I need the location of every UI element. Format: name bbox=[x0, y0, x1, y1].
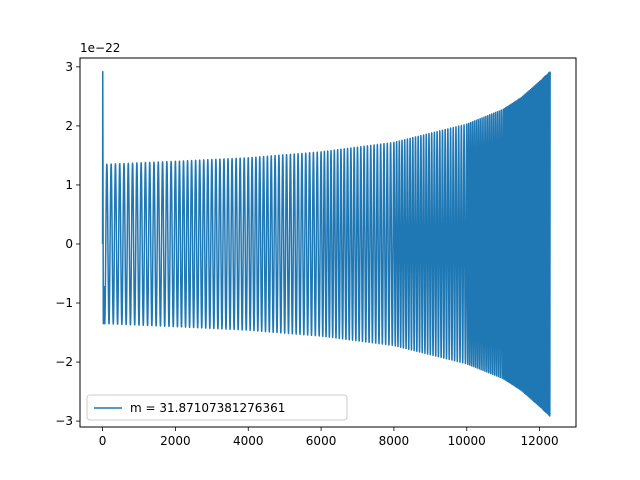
y-tick-label: 3 bbox=[65, 60, 73, 74]
plot-area bbox=[101, 70, 551, 417]
y-tick-label: 2 bbox=[65, 119, 73, 133]
y-tick-label: −3 bbox=[55, 414, 73, 428]
y-offset-label: 1e−22 bbox=[80, 41, 120, 55]
x-tick-label: 4000 bbox=[233, 434, 264, 448]
legend: m = 31.87107381276361 bbox=[86, 394, 348, 421]
series-line bbox=[101, 70, 551, 417]
x-tick-label: 2000 bbox=[160, 434, 191, 448]
axis-ticks: 0 2000 4000 6000 8000 10000 12000 −3 −2 −1 0 1 2 3 bbox=[55, 60, 558, 448]
x-tick-label: 0 bbox=[99, 434, 107, 448]
x-tick-label: 8000 bbox=[379, 434, 410, 448]
x-tick-label: 6000 bbox=[306, 434, 337, 448]
x-tick-label: 10000 bbox=[448, 434, 486, 448]
legend-label: m = 31.87107381276361 bbox=[130, 401, 285, 415]
y-tick-label: −1 bbox=[55, 296, 73, 310]
legend-box bbox=[86, 394, 348, 421]
x-tick-label: 12000 bbox=[520, 434, 558, 448]
axes-frame bbox=[79, 57, 577, 428]
y-tick-label: −2 bbox=[55, 355, 73, 369]
y-tick-label: 1 bbox=[65, 178, 73, 192]
y-tick-label: 0 bbox=[65, 237, 73, 251]
